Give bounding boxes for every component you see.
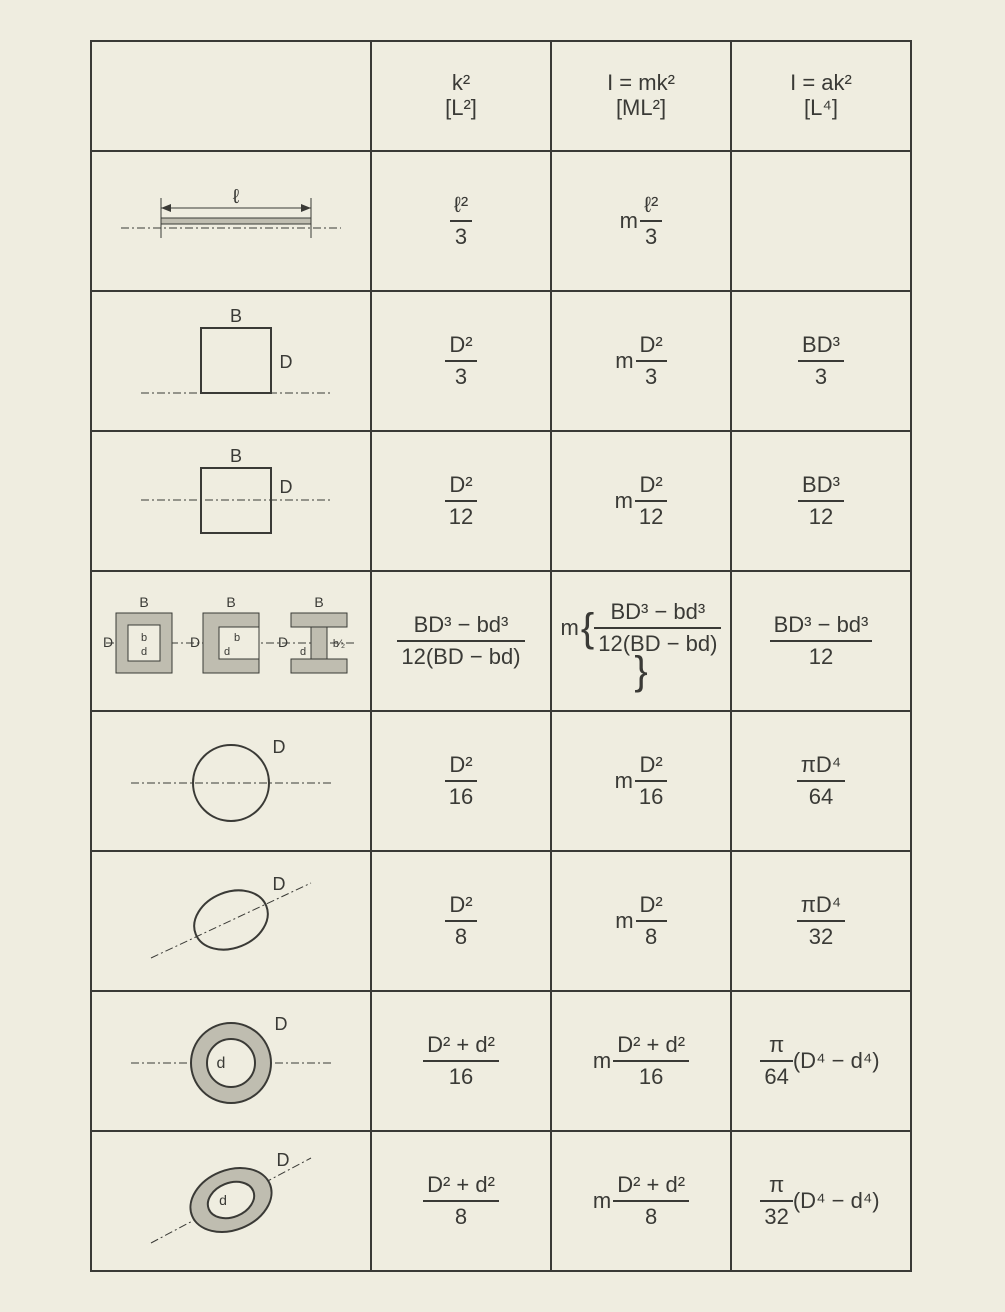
svg-text:D: D xyxy=(280,352,293,372)
svg-text:b⁄₂: b⁄₂ xyxy=(333,638,345,650)
table-row: D D²16mD²16πD⁴64 xyxy=(91,711,911,851)
ak2-cell xyxy=(731,151,911,291)
table-row: dDD² + d²8mD² + d²8π32(D⁴ − d⁴) xyxy=(91,1131,911,1271)
moment-of-inertia-table: k²[L²] I = mk²[ML²] I = ak²[L⁴] ℓ ℓ²3mℓ²3… xyxy=(90,40,912,1272)
ak2-cell: π64(D⁴ − d⁴) xyxy=(731,991,911,1131)
svg-text:B: B xyxy=(230,446,242,466)
ak2-cell: BD³ − bd³12 xyxy=(731,571,911,711)
svg-text:b: b xyxy=(234,632,240,644)
k2-cell: D²16 xyxy=(371,711,551,851)
header-row: k²[L²] I = mk²[ML²] I = ak²[L⁴] xyxy=(91,41,911,151)
svg-text:D: D xyxy=(103,634,113,650)
mk2-cell: mD²8 xyxy=(551,851,731,991)
svg-text:ℓ: ℓ xyxy=(233,186,240,208)
svg-text:B: B xyxy=(230,306,242,326)
svg-text:D: D xyxy=(277,1150,290,1170)
svg-text:b: b xyxy=(141,632,147,644)
table-row: BDD²3mD²3BD³3 xyxy=(91,291,911,431)
svg-text:d: d xyxy=(141,646,147,658)
mk2-cell: mD² + d²16 xyxy=(551,991,731,1131)
k2-cell: D² + d²16 xyxy=(371,991,551,1131)
k2-cell: BD³ − bd³12(BD − bd) xyxy=(371,571,551,711)
shape-cell: ℓ xyxy=(91,151,371,291)
k2-cell: ℓ²3 xyxy=(371,151,551,291)
svg-text:D: D xyxy=(278,634,288,650)
shape-cell: dD xyxy=(91,1131,371,1271)
ak2-cell: BD³3 xyxy=(731,291,911,431)
mk2-cell: mD²16 xyxy=(551,711,731,851)
header-ak2: I = ak²[L⁴] xyxy=(731,41,911,151)
table-row: D D²8mD²8πD⁴32 xyxy=(91,851,911,991)
table-row: ℓ ℓ²3mℓ²3 xyxy=(91,151,911,291)
svg-text:D: D xyxy=(273,737,286,757)
shape-cell: D xyxy=(91,851,371,991)
ak2-cell: π32(D⁴ − d⁴) xyxy=(731,1131,911,1271)
k2-cell: D² + d²8 xyxy=(371,1131,551,1271)
svg-text:B: B xyxy=(314,594,323,610)
ak2-cell: πD⁴64 xyxy=(731,711,911,851)
shape-cell: BD xyxy=(91,291,371,431)
table-row: BDD²12mD²12BD³12 xyxy=(91,431,911,571)
k2-cell: D²8 xyxy=(371,851,551,991)
svg-text:d: d xyxy=(219,1192,227,1208)
svg-text:D: D xyxy=(280,477,293,497)
mk2-cell: mD²3 xyxy=(551,291,731,431)
shape-cell: dD xyxy=(91,991,371,1131)
svg-text:B: B xyxy=(139,594,148,610)
k2-cell: D²12 xyxy=(371,431,551,571)
ak2-cell: BD³12 xyxy=(731,431,911,571)
header-k2: k²[L²] xyxy=(371,41,551,151)
k2-cell: D²3 xyxy=(371,291,551,431)
table-row: dDD² + d²16mD² + d²16π64(D⁴ − d⁴) xyxy=(91,991,911,1131)
svg-text:D: D xyxy=(273,874,286,894)
table-row: BDbdBDbdBDb⁄₂dBD³ − bd³12(BD − bd)m{BD³ … xyxy=(91,571,911,711)
svg-text:d: d xyxy=(224,646,230,658)
svg-text:D: D xyxy=(275,1014,288,1034)
shape-cell: D xyxy=(91,711,371,851)
svg-text:B: B xyxy=(226,594,235,610)
mk2-cell: m{BD³ − bd³12(BD − bd)} xyxy=(551,571,731,711)
svg-text:d: d xyxy=(300,646,306,658)
ak2-cell: πD⁴32 xyxy=(731,851,911,991)
shape-cell: BDbdBDbdBDb⁄₂d xyxy=(91,571,371,711)
svg-text:d: d xyxy=(217,1055,226,1072)
mk2-cell: mℓ²3 xyxy=(551,151,731,291)
header-shape xyxy=(91,41,371,151)
mk2-cell: mD² + d²8 xyxy=(551,1131,731,1271)
shape-cell: BD xyxy=(91,431,371,571)
svg-text:D: D xyxy=(190,634,200,650)
mk2-cell: mD²12 xyxy=(551,431,731,571)
header-mk2: I = mk²[ML²] xyxy=(551,41,731,151)
